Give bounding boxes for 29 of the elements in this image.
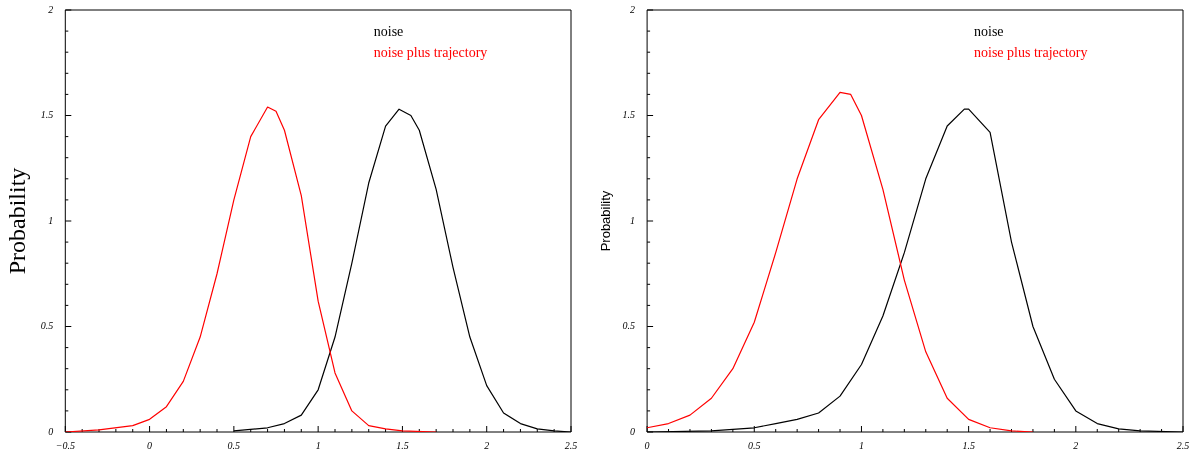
y-tick-label: 2	[48, 3, 54, 15]
x-tick-label: 0.5	[227, 439, 241, 451]
x-tick-label: 0.5	[748, 439, 761, 451]
x-tick-label: 0	[644, 439, 650, 451]
x-tick-label: 1.5	[396, 439, 409, 451]
x-tick-label: 1	[315, 439, 321, 451]
x-tick-label: 2	[1073, 439, 1079, 451]
y-tick-label: 0.5	[40, 320, 54, 332]
x-tick-label: 1.5	[962, 439, 975, 451]
x-tick-label: 0	[147, 439, 153, 451]
y-tick-label: 2	[630, 3, 636, 15]
y-tick-label: 0	[630, 425, 636, 437]
text: noise	[373, 23, 404, 39]
text: noise plus trajectory	[974, 44, 1088, 60]
y-axis-title: Probability	[3, 167, 30, 275]
y-tick-label: 1	[630, 214, 636, 226]
y-tick-label: 0.5	[622, 320, 636, 332]
x-tick-label: −0.5	[55, 439, 75, 451]
x-tick-label: 1	[858, 439, 864, 451]
y-tick-label: 1.5	[40, 109, 54, 121]
y-tick-label: 1.5	[622, 109, 636, 121]
y-axis-title: Probability	[598, 190, 614, 252]
x-tick-label: 2.5	[564, 439, 578, 451]
x-tick-label: 2.5	[1176, 439, 1190, 451]
x-tick-label: 2	[484, 439, 490, 451]
y-tick-label: 0	[48, 425, 54, 437]
y-tick-label: 1	[48, 214, 54, 226]
text: noise plus trajectory	[373, 44, 488, 60]
text: noise	[974, 23, 1004, 39]
